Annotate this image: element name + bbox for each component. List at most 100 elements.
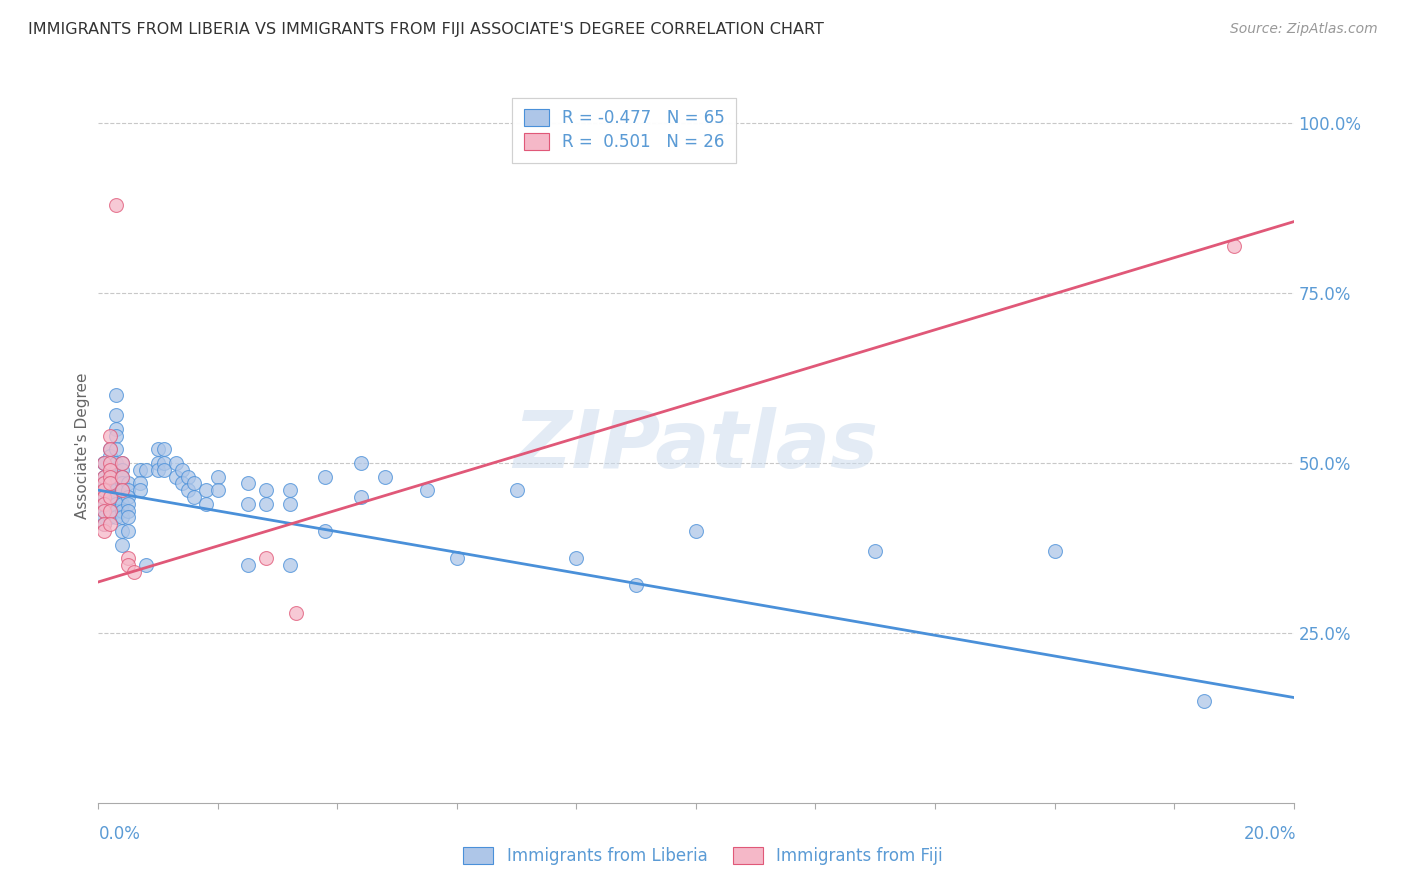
- Point: [93, 490, 115, 504]
- Text: IMMIGRANTS FROM LIBERIA VS IMMIGRANTS FROM FIJI ASSOCIATE'S DEGREE CORRELATION C: IMMIGRANTS FROM LIBERIA VS IMMIGRANTS FR…: [28, 22, 824, 37]
- Point: [100, 503, 122, 517]
- Point: [105, 429, 128, 443]
- Point: [111, 537, 134, 551]
- Point: [117, 551, 139, 566]
- Point: [165, 469, 187, 483]
- Point: [111, 469, 134, 483]
- Point: [100, 469, 122, 483]
- Point: [374, 469, 396, 483]
- Point: [685, 524, 707, 538]
- Point: [93, 510, 115, 524]
- Point: [153, 442, 176, 457]
- Point: [315, 524, 337, 538]
- Point: [105, 422, 128, 436]
- Point: [177, 483, 200, 498]
- Point: [105, 483, 128, 498]
- Point: [350, 490, 373, 504]
- Point: [236, 497, 259, 511]
- Point: [93, 483, 115, 498]
- Point: [93, 517, 115, 532]
- Point: [506, 483, 529, 498]
- Point: [565, 551, 588, 566]
- Point: [117, 558, 139, 572]
- Point: [278, 497, 301, 511]
- Point: [254, 483, 277, 498]
- Point: [172, 463, 194, 477]
- Point: [153, 456, 176, 470]
- Point: [105, 442, 128, 457]
- Point: [100, 510, 122, 524]
- Point: [105, 456, 128, 470]
- Point: [165, 456, 187, 470]
- Y-axis label: Associate's Degree: Associate's Degree: [75, 373, 90, 519]
- Point: [129, 463, 152, 477]
- Point: [111, 476, 134, 491]
- Point: [1223, 238, 1246, 252]
- Point: [93, 497, 115, 511]
- Point: [236, 558, 259, 572]
- Point: [446, 551, 468, 566]
- Point: [129, 476, 152, 491]
- Point: [183, 490, 205, 504]
- Point: [93, 476, 115, 491]
- Point: [93, 503, 115, 517]
- Point: [1192, 694, 1215, 708]
- Point: [111, 456, 134, 470]
- Point: [105, 388, 128, 402]
- Point: [105, 463, 128, 477]
- Point: [254, 551, 277, 566]
- Point: [135, 463, 157, 477]
- Point: [93, 456, 115, 470]
- Point: [207, 483, 229, 498]
- Point: [350, 456, 373, 470]
- Point: [100, 476, 122, 491]
- Point: [105, 198, 128, 212]
- Point: [105, 469, 128, 483]
- Point: [315, 469, 337, 483]
- Point: [100, 456, 122, 470]
- Point: [284, 606, 307, 620]
- Point: [93, 456, 115, 470]
- Point: [111, 497, 134, 511]
- Legend: R = -0.477   N = 65, R =  0.501   N = 26: R = -0.477 N = 65, R = 0.501 N = 26: [512, 97, 737, 163]
- Point: [100, 463, 122, 477]
- Point: [236, 476, 259, 491]
- Point: [100, 463, 122, 477]
- Point: [100, 476, 122, 491]
- Point: [416, 483, 439, 498]
- Point: [93, 469, 115, 483]
- Text: 0.0%: 0.0%: [98, 825, 141, 843]
- Point: [111, 524, 134, 538]
- Point: [111, 469, 134, 483]
- Point: [117, 524, 139, 538]
- Point: [100, 503, 122, 517]
- Point: [135, 558, 157, 572]
- Point: [865, 544, 887, 558]
- Point: [105, 476, 128, 491]
- Point: [100, 490, 122, 504]
- Point: [254, 497, 277, 511]
- Point: [148, 456, 170, 470]
- Point: [195, 483, 218, 498]
- Point: [1043, 544, 1066, 558]
- Point: [100, 483, 122, 498]
- Point: [100, 490, 122, 504]
- Point: [93, 476, 115, 491]
- Point: [117, 490, 139, 504]
- Point: [93, 503, 115, 517]
- Point: [105, 490, 128, 504]
- Point: [100, 449, 122, 463]
- Point: [129, 483, 152, 498]
- Point: [278, 483, 301, 498]
- Point: [100, 442, 122, 457]
- Text: ZIPatlas: ZIPatlas: [513, 407, 879, 485]
- Point: [93, 490, 115, 504]
- Point: [111, 483, 134, 498]
- Point: [148, 442, 170, 457]
- Point: [93, 483, 115, 498]
- Point: [105, 497, 128, 511]
- Point: [117, 503, 139, 517]
- Point: [105, 409, 128, 423]
- Point: [93, 497, 115, 511]
- Point: [117, 483, 139, 498]
